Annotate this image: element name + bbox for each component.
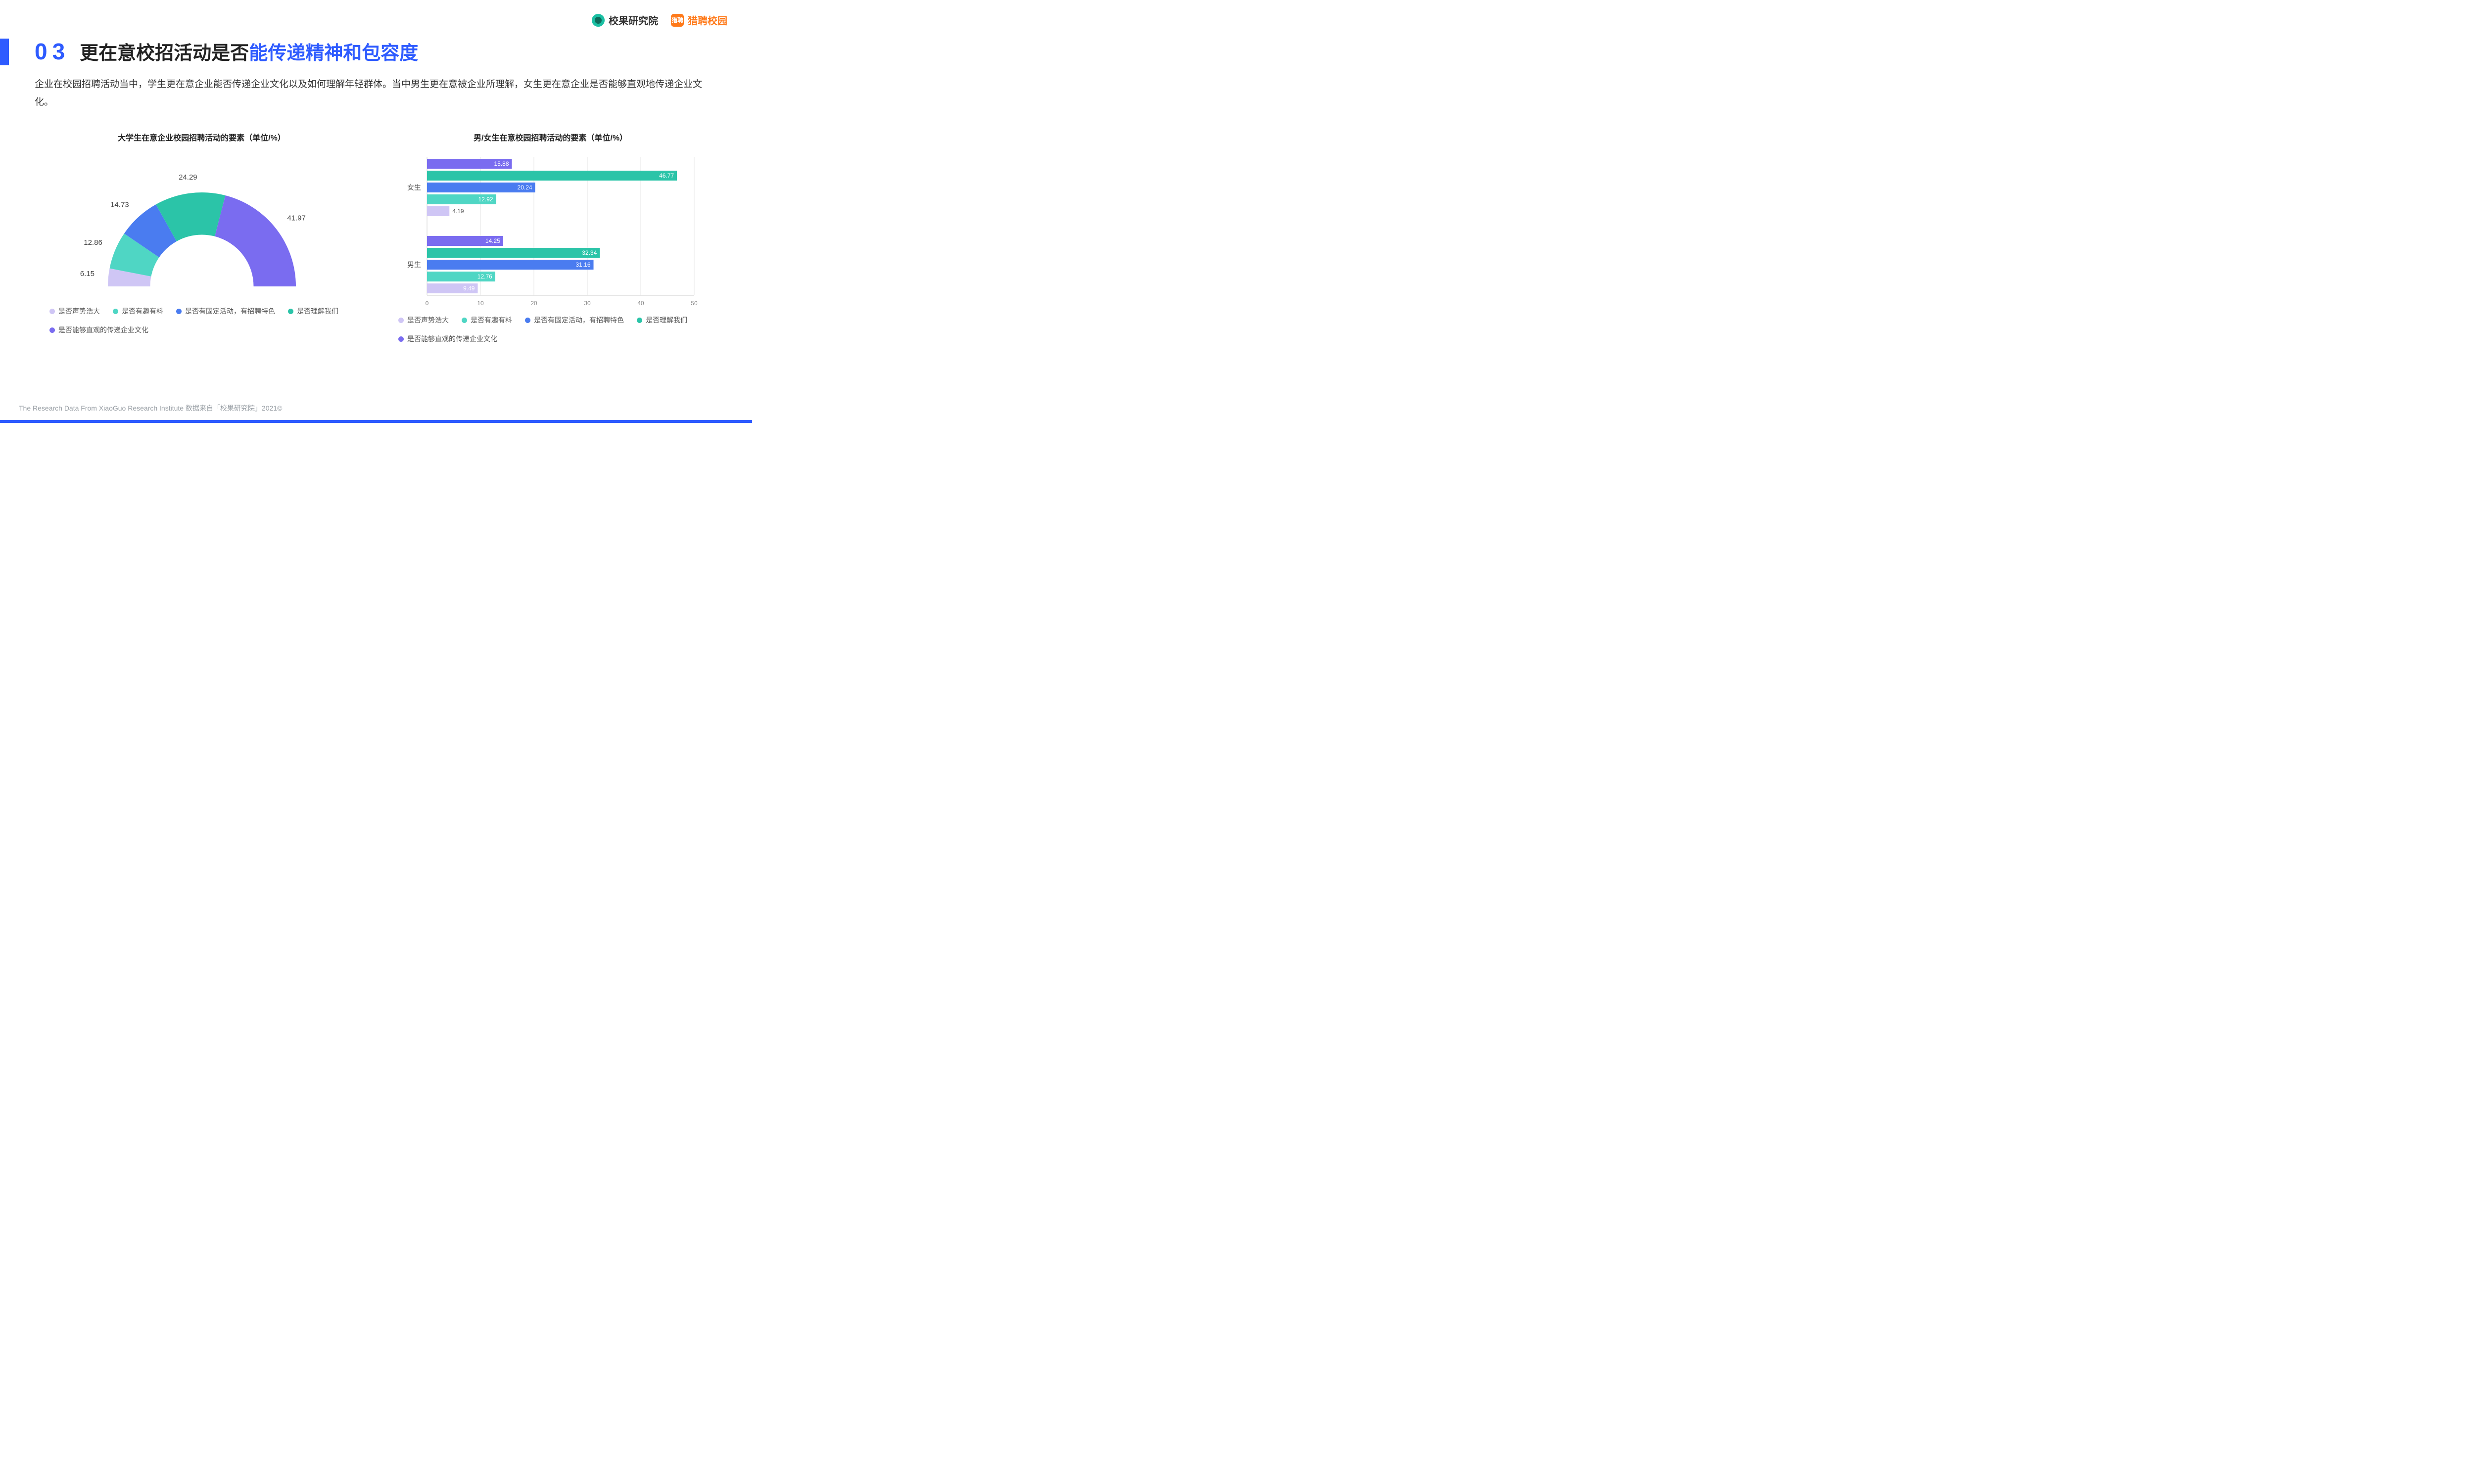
section-number: 03 [35,38,70,65]
legend-label: 是否有固定活动，有招聘特色 [185,306,275,316]
legend-item: 是否理解我们 [637,315,687,325]
x-tick-label: 10 [477,300,484,307]
legend-swatch [462,318,467,323]
x-tick-label: 40 [637,300,644,307]
bar-value-label: 15.88 [494,160,509,167]
legend-label: 是否理解我们 [297,306,338,316]
accent-bar [0,39,9,65]
description: 企业在校园招聘活动当中，学生更在意企业能否传递企业文化以及如何理解年轻群体。当中… [35,76,717,111]
x-tick-label: 30 [584,300,591,307]
legend-item: 是否有固定活动，有招聘特色 [525,315,624,325]
logo-liepin-icon: 猎聘 [671,14,684,27]
bar-value-label: 4.19 [452,208,464,215]
donut-title: 大学生在意企业校园招聘活动的要素（单位/%） [35,131,369,143]
donut-value-label: 12.86 [84,238,102,247]
legend-label: 是否有固定活动，有招聘特色 [534,315,624,325]
bar [427,206,449,216]
x-tick-label: 0 [425,300,428,307]
logo-xiaoguo: 校果研究院 [592,13,658,27]
bar-group-label: 男生 [407,261,421,269]
legend-label: 是否理解我们 [646,315,687,325]
legend-item: 是否声势浩大 [398,315,449,325]
legend-item: 是否理解我们 [288,306,338,316]
legend-swatch [637,318,642,323]
donut-value-label: 14.73 [110,201,129,209]
legend-item: 是否能够直观的传递企业文化 [49,325,148,335]
footer-accent-line [0,420,752,423]
charts-row: 大学生在意企业校园招聘活动的要素（单位/%） 6.15 12.86 14.73 24.… [35,131,717,344]
logo-xiaoguo-text: 校果研究院 [609,13,658,27]
bar-value-label: 12.76 [477,273,492,280]
legend-item: 是否声势浩大 [49,306,100,316]
bar-value-label: 20.24 [517,184,532,191]
bar [427,171,677,181]
legend-swatch [113,309,118,314]
legend-swatch [398,318,404,323]
x-tick-label: 50 [691,300,698,307]
legend-swatch [525,318,530,323]
bar-title: 男/女生在意校园招聘活动的要素（单位/%） [383,131,717,143]
legend-swatch [398,336,404,342]
donut-chart: 6.15 12.86 14.73 24.29 41.97 [73,153,331,301]
bar-chart-box: 男/女生在意校园招聘活动的要素（单位/%） 0 10 20 30 40 50 女生 15.88… [383,131,717,344]
donut-value-label: 6.15 [80,270,94,278]
donut-chart-box: 大学生在意企业校园招聘活动的要素（单位/%） 6.15 12.86 14.73 24.… [35,131,369,344]
header: 03 更在意校招活动是否能传递精神和包容度 [35,38,717,65]
legend-label: 是否能够直观的传递企业文化 [58,325,148,335]
brand-logos: 校果研究院 猎聘 猎聘校园 [592,13,727,27]
legend-label: 是否声势浩大 [58,306,100,316]
legend-swatch [176,309,182,314]
bar-value-label: 31.16 [575,261,590,268]
bar-legend: 是否声势浩大 是否有趣有料 是否有固定活动，有招聘特色 是否理解我们是否能够直观的传递… [383,315,717,344]
legend-label: 是否声势浩大 [407,315,449,325]
legend-item: 是否能够直观的传递企业文化 [398,334,497,344]
bar [427,260,594,270]
legend-swatch [49,309,55,314]
legend-label: 是否有趣有料 [122,306,163,316]
bar-value-label: 9.49 [463,285,475,292]
title-highlight: 能传递精神和包容度 [249,43,418,64]
legend-swatch [288,309,293,314]
legend-label: 是否有趣有料 [471,315,512,325]
donut-value-label: 41.97 [287,214,306,223]
bar-value-label: 14.25 [485,237,500,244]
legend-item: 是否有趣有料 [113,306,163,316]
legend-swatch [49,327,55,333]
donut-legend: 是否声势浩大 是否有趣有料 是否有固定活动，有招聘特色 是否理解我们是否能够直观的传递… [35,306,369,335]
bar [427,248,600,258]
logo-xiaoguo-icon [592,14,605,27]
bar-chart: 0 10 20 30 40 50 女生 15.88 46.77 20.24 12.92 4.19 男生 1… [392,152,709,310]
bar-value-label: 46.77 [659,172,674,179]
slide-page: 校果研究院 猎聘 猎聘校园 03 更在意校招活动是否能传递精神和包容度 企业在校… [0,0,752,423]
x-tick-label: 20 [530,300,537,307]
bar-value-label: 32.34 [582,249,597,256]
donut-slice [215,195,296,286]
bar-group-label: 女生 [407,184,421,191]
logo-liepin-text: 猎聘校园 [688,13,727,27]
title-plain: 更在意校招活动是否 [80,43,249,64]
bar-value-label: 12.92 [478,196,493,203]
page-title: 更在意校招活动是否能传递精神和包容度 [80,38,418,65]
logo-liepin: 猎聘 猎聘校园 [671,13,727,27]
footer-text: The Research Data From XiaoGuo Research … [19,403,282,413]
legend-label: 是否能够直观的传递企业文化 [407,334,497,344]
donut-value-label: 24.29 [179,173,197,182]
legend-item: 是否有固定活动，有招聘特色 [176,306,275,316]
legend-item: 是否有趣有料 [462,315,512,325]
